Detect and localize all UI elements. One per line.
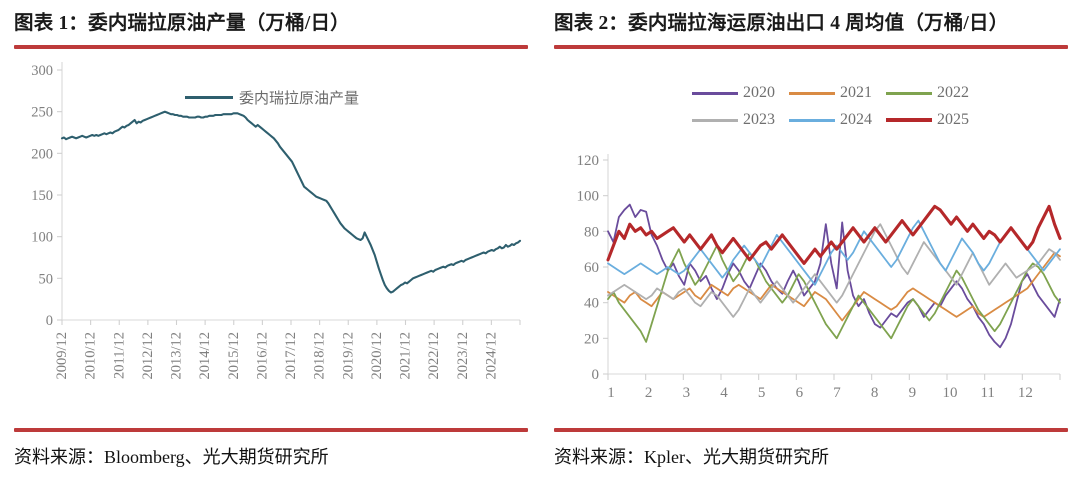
figure-1-svg: 0 50 100 150 200 250 300 2009/12 2010/12 2011/12 2… xyxy=(31,62,522,380)
svg-text:300: 300 xyxy=(31,63,53,79)
figure-2-plot: 0 20 40 60 80 100 120 1 2 3 4 5 6 7 8 9 10 11 12 xyxy=(540,52,1080,424)
legend-label-venezuela-production: 委内瑞拉原油产量 xyxy=(239,91,360,107)
svg-text:2014/12: 2014/12 xyxy=(197,332,213,380)
legend-item-2022: 2022 xyxy=(886,84,969,102)
legend-swatch-2025 xyxy=(886,117,932,123)
svg-text:3: 3 xyxy=(683,385,691,401)
svg-text:60: 60 xyxy=(584,260,599,276)
legend-label-2024: 2024 xyxy=(840,111,872,128)
svg-text:2012/12: 2012/12 xyxy=(140,332,156,380)
figure-panel-1: 图表 1：委内瑞拉原油产量（万桶/日） 委内瑞拉原油产量 0 50 100 150 20… xyxy=(0,13,540,467)
svg-text:200: 200 xyxy=(31,146,53,162)
svg-text:4: 4 xyxy=(720,385,728,401)
legend-swatch-venezuela-production xyxy=(185,96,233,99)
figure-2-top-rule xyxy=(554,45,1068,49)
figure-2-source: 资料来源：Kpler、光大期货研究所 xyxy=(554,447,829,467)
figure-2-bottom-rule xyxy=(554,428,1068,432)
svg-text:2013/12: 2013/12 xyxy=(169,332,185,380)
legend-label-2021: 2021 xyxy=(840,84,872,101)
figure-panel-2: 图表 2：委内瑞拉海运原油出口 4 周均值（万桶/日） 资料来源：Kpler、光… xyxy=(540,0,1080,487)
legend-swatch-2023 xyxy=(692,118,738,122)
svg-text:120: 120 xyxy=(577,153,600,169)
figure-2-title: 图表 2：委内瑞拉海运原油出口 4 周均值（万桶/日） xyxy=(554,13,1009,34)
svg-text:2020/12: 2020/12 xyxy=(369,332,385,380)
svg-text:2: 2 xyxy=(645,385,653,401)
legend-item-2024: 2024 xyxy=(789,111,872,129)
svg-text:40: 40 xyxy=(584,296,599,312)
legend-swatch-2022 xyxy=(886,91,932,95)
svg-text:1: 1 xyxy=(607,385,615,401)
svg-text:250: 250 xyxy=(31,105,53,121)
legend-item-2020: 2020 xyxy=(692,84,775,102)
svg-text:20: 20 xyxy=(584,331,599,347)
svg-text:2009/12: 2009/12 xyxy=(54,332,70,380)
svg-text:2016/12: 2016/12 xyxy=(254,332,270,380)
svg-text:2010/12: 2010/12 xyxy=(83,332,99,380)
legend-item-2023: 2023 xyxy=(692,111,775,129)
svg-text:2017/12: 2017/12 xyxy=(283,332,299,380)
figure-1-source: 资料来源：Bloomberg、光大期货研究所 xyxy=(14,447,329,467)
legend-label-2025: 2025 xyxy=(937,111,969,128)
svg-text:10: 10 xyxy=(943,385,958,401)
svg-text:7: 7 xyxy=(833,385,841,401)
svg-text:2015/12: 2015/12 xyxy=(226,332,242,380)
svg-text:2023/12: 2023/12 xyxy=(455,332,471,380)
legend-swatch-2024 xyxy=(789,118,835,122)
svg-text:2019/12: 2019/12 xyxy=(340,332,356,380)
svg-text:6: 6 xyxy=(796,385,804,401)
legend-swatch-2020 xyxy=(692,91,738,95)
figure-1-plot: 0 50 100 150 200 250 300 2009/12 2010/12 2011/12 2… xyxy=(0,52,540,424)
legend-label-2023: 2023 xyxy=(743,111,775,128)
figure-1-bottom-rule xyxy=(14,428,528,432)
svg-text:100: 100 xyxy=(577,189,600,205)
svg-text:5: 5 xyxy=(758,385,766,401)
legend-row-1: 2020 2021 2022 xyxy=(692,84,1032,102)
svg-text:2018/12: 2018/12 xyxy=(312,332,328,380)
svg-text:12: 12 xyxy=(1018,385,1033,401)
figure-1-top-rule xyxy=(14,45,528,49)
legend-label-2020: 2020 xyxy=(743,84,775,101)
figure-1-legend: 委内瑞拉原油产量 xyxy=(185,87,359,108)
svg-text:100: 100 xyxy=(31,230,53,246)
legend-label-2022: 2022 xyxy=(937,84,969,101)
svg-text:0: 0 xyxy=(46,313,53,329)
legend-item-2021: 2021 xyxy=(789,84,872,102)
svg-text:150: 150 xyxy=(31,188,53,204)
svg-text:2021/12: 2021/12 xyxy=(398,332,414,380)
svg-text:2022/12: 2022/12 xyxy=(426,332,442,380)
svg-text:50: 50 xyxy=(39,271,54,287)
svg-text:80: 80 xyxy=(584,224,599,240)
svg-text:9: 9 xyxy=(909,385,917,401)
figure-1-title: 图表 1：委内瑞拉原油产量（万桶/日） xyxy=(14,13,350,34)
legend-swatch-2021 xyxy=(789,91,835,95)
figure-2-legend: 2020 2021 2022 2023 2024 2025 xyxy=(692,84,1032,138)
svg-text:8: 8 xyxy=(871,385,879,401)
svg-text:2011/12: 2011/12 xyxy=(111,332,127,379)
legend-row-2: 2023 2024 2025 xyxy=(692,111,1032,129)
svg-text:0: 0 xyxy=(592,367,600,383)
svg-text:11: 11 xyxy=(980,385,994,401)
svg-text:2024/12: 2024/12 xyxy=(483,332,499,380)
legend-item-2025: 2025 xyxy=(886,111,969,129)
